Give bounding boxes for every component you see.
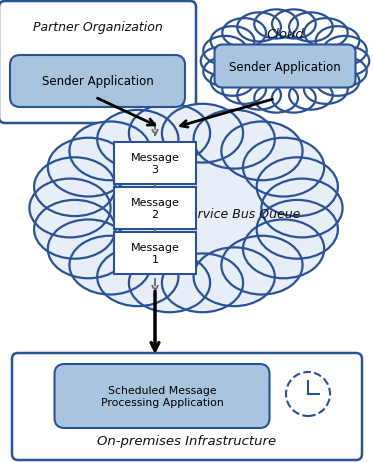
Ellipse shape <box>304 19 348 48</box>
Ellipse shape <box>257 200 338 259</box>
Ellipse shape <box>254 84 298 113</box>
Ellipse shape <box>162 254 243 313</box>
Ellipse shape <box>97 248 178 307</box>
Text: Sender Application: Sender Application <box>42 75 153 88</box>
FancyBboxPatch shape <box>214 45 355 88</box>
Text: Sender Application: Sender Application <box>229 60 341 73</box>
Ellipse shape <box>222 19 266 48</box>
Ellipse shape <box>221 236 303 295</box>
Ellipse shape <box>67 133 305 284</box>
Ellipse shape <box>221 25 349 99</box>
Ellipse shape <box>304 75 348 105</box>
Ellipse shape <box>254 10 298 39</box>
Ellipse shape <box>222 75 266 105</box>
Text: Service Bus Queue: Service Bus Queue <box>182 207 300 220</box>
Ellipse shape <box>203 37 247 66</box>
Ellipse shape <box>272 84 316 113</box>
Ellipse shape <box>316 68 359 97</box>
Ellipse shape <box>243 220 324 279</box>
Text: On-premises Infrastructure: On-premises Infrastructure <box>97 435 276 448</box>
Ellipse shape <box>34 200 115 259</box>
Ellipse shape <box>289 13 333 43</box>
FancyBboxPatch shape <box>114 188 196 230</box>
Ellipse shape <box>221 122 303 181</box>
FancyBboxPatch shape <box>0 2 196 124</box>
Ellipse shape <box>48 138 129 197</box>
Ellipse shape <box>194 111 275 169</box>
Ellipse shape <box>316 27 359 56</box>
Ellipse shape <box>211 27 254 56</box>
Ellipse shape <box>211 68 254 97</box>
Ellipse shape <box>257 158 338 217</box>
Text: Message
1: Message 1 <box>131 243 179 264</box>
FancyBboxPatch shape <box>12 353 362 460</box>
Ellipse shape <box>129 105 210 163</box>
Ellipse shape <box>67 133 305 284</box>
Ellipse shape <box>69 122 151 181</box>
FancyBboxPatch shape <box>114 232 196 275</box>
Ellipse shape <box>48 220 129 279</box>
Ellipse shape <box>97 111 178 169</box>
Ellipse shape <box>221 25 349 99</box>
Ellipse shape <box>194 248 275 307</box>
Ellipse shape <box>243 138 324 197</box>
Ellipse shape <box>323 37 367 66</box>
Ellipse shape <box>162 105 243 163</box>
Ellipse shape <box>326 47 369 76</box>
Text: Partner Organization: Partner Organization <box>32 21 162 34</box>
Ellipse shape <box>237 81 281 110</box>
Ellipse shape <box>69 236 151 295</box>
FancyBboxPatch shape <box>10 56 185 108</box>
Ellipse shape <box>34 158 115 217</box>
Ellipse shape <box>323 58 367 87</box>
Ellipse shape <box>203 58 247 87</box>
Ellipse shape <box>289 81 333 110</box>
Ellipse shape <box>261 179 342 238</box>
Ellipse shape <box>29 179 111 238</box>
Circle shape <box>286 372 330 416</box>
Ellipse shape <box>129 254 210 313</box>
Ellipse shape <box>237 13 281 43</box>
Ellipse shape <box>201 47 244 76</box>
FancyBboxPatch shape <box>54 364 270 428</box>
Text: Message
2: Message 2 <box>131 198 179 219</box>
Text: Cloud: Cloud <box>266 27 304 40</box>
Text: Scheduled Message
Processing Application: Scheduled Message Processing Application <box>101 385 223 407</box>
FancyBboxPatch shape <box>114 143 196 185</box>
Ellipse shape <box>272 10 316 39</box>
Text: Message
3: Message 3 <box>131 153 179 175</box>
